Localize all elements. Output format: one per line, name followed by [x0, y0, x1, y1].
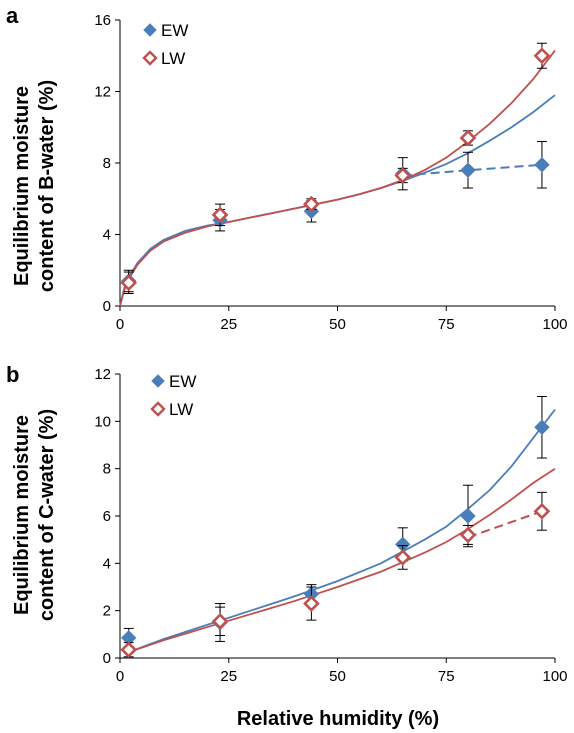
panel-b: b Equilibrium moisture content of C-wate… [6, 362, 568, 730]
data-point-lw [394, 167, 412, 184]
data-point-lw [303, 595, 320, 612]
y-tick-label: 10 [94, 413, 111, 430]
data-point-lw [120, 274, 138, 292]
panel-a-ylabel-line2: content of B-water (%) [36, 80, 58, 292]
data-point-lw [303, 195, 320, 213]
x-tick-label: 100 [542, 668, 567, 685]
y-tick-label: 8 [103, 461, 111, 478]
legend-marker-lw [142, 50, 158, 66]
y-tick-label: 0 [103, 298, 111, 315]
legend-marker-ew [151, 374, 165, 388]
y-tick-label: 0 [103, 650, 111, 667]
y-tick-label: 2 [103, 603, 111, 620]
legend-marker-lw [150, 401, 166, 417]
data-point-lw [120, 641, 138, 659]
data-point-ew [460, 508, 476, 524]
data-point-ew [534, 157, 550, 173]
fit-curve-lw [119, 49, 556, 307]
legend-label-ew: EW [161, 21, 188, 40]
panel-b-letter: b [6, 362, 19, 387]
legend-label-lw: LW [161, 49, 185, 68]
dashed-line-ew [402, 163, 543, 177]
fit-curve-lw [128, 467, 556, 653]
y-tick-label: 8 [103, 155, 111, 172]
y-tick-label: 12 [94, 84, 111, 101]
y-tick-label: 16 [94, 12, 111, 29]
fit-curve-ew [119, 94, 556, 307]
legend-marker-ew [143, 23, 157, 37]
data-point-lw [211, 206, 229, 224]
data-point-lw [459, 129, 477, 147]
data-point-lw [394, 549, 412, 566]
x-tick-label: 25 [220, 668, 237, 685]
x-tick-label: 0 [116, 668, 124, 685]
x-tick-label: 100 [542, 316, 567, 333]
legend-label-lw: LW [169, 400, 193, 419]
panel-a-ylabel-line1: Equilibrium moisture [11, 86, 33, 286]
y-tick-label: 4 [103, 227, 111, 244]
x-tick-label: 50 [329, 316, 346, 333]
panel-a-plot-area: 0 4 8 12 16 0 25 50 75 100 EW LW [94, 12, 567, 333]
panel-b-plot-area: 0 2 4 6 8 10 12 0 25 50 75 100 EW LW [94, 366, 567, 685]
data-point-lw [533, 502, 551, 520]
data-point-lw [533, 47, 551, 65]
x-tick-label: 25 [220, 316, 237, 333]
x-tick-label: 75 [438, 316, 455, 333]
y-tick-label: 6 [103, 508, 111, 525]
y-tick-label: 4 [103, 555, 111, 572]
x-tick-label: 0 [116, 316, 124, 333]
data-point-ew [460, 162, 476, 178]
y-tick-label: 12 [94, 366, 111, 383]
legend-label-ew: EW [169, 372, 196, 391]
data-point-lw [211, 612, 229, 630]
dashed-line-lw [467, 510, 543, 539]
data-point-lw [459, 526, 477, 544]
panel-a-letter: a [6, 3, 19, 28]
x-axis-label: Relative humidity (%) [237, 708, 439, 730]
fit-curve-ew [128, 408, 556, 653]
panel-b-ylabel-line2: content of C-water (%) [36, 409, 58, 621]
x-tick-label: 75 [438, 668, 455, 685]
x-tick-label: 50 [329, 668, 346, 685]
panel-b-ylabel-line1: Equilibrium moisture [11, 415, 33, 615]
data-point-ew [534, 419, 550, 435]
panel-a: a Equilibrium moisture content of B-wate… [6, 3, 568, 333]
